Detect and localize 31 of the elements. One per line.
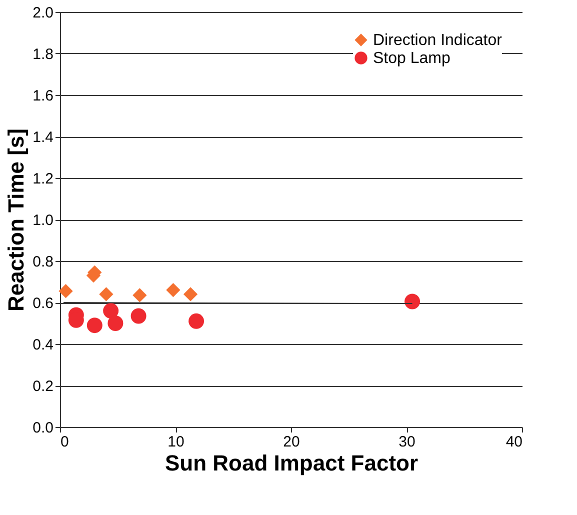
x-tick-label: 20 (283, 434, 300, 450)
y-tick-label: 0.4 (32, 336, 54, 354)
y-tick-label: 0.2 (32, 378, 54, 395)
y-tick-label: 0.6 (32, 295, 54, 312)
x-tick-label: 30 (398, 434, 416, 450)
x-axis-title: Sun Road Impact Factor (164, 450, 418, 476)
y-tick-label: 1.8 (32, 46, 54, 63)
point (166, 282, 180, 298)
y-tick-label: 0.0 (32, 420, 54, 436)
x-tick-label: 40 (506, 434, 522, 450)
y-tick-label: 1.2 (32, 170, 54, 188)
y-axis-title: Reaction Time [s] (4, 128, 29, 312)
point (103, 303, 119, 319)
y-tick-label: 2.0 (32, 4, 54, 22)
point (108, 316, 124, 331)
y-tick-label: 1.6 (32, 88, 54, 104)
point (58, 284, 73, 298)
legend-label: Direction Indicator (373, 32, 503, 49)
point (86, 318, 102, 334)
legend-label: Stop Lamp (373, 50, 450, 67)
point (183, 287, 198, 302)
y-tick-label: 1.0 (32, 212, 54, 229)
y-tick-label: 0.8 (32, 254, 54, 270)
x-tick-label: 0 (60, 434, 69, 450)
y-tick-label: 1.4 (32, 129, 54, 146)
point (130, 308, 146, 324)
point (99, 287, 114, 302)
x-tick-label: 10 (168, 434, 184, 450)
point (404, 294, 420, 310)
point (188, 313, 204, 329)
point (132, 288, 147, 302)
